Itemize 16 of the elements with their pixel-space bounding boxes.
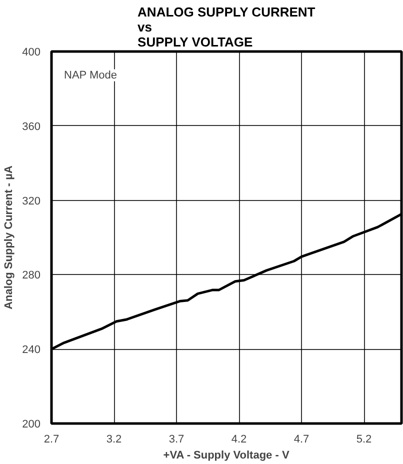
y-tick-label: 360 xyxy=(22,120,41,133)
x-axis-title: +VA - Supply Voltage - V xyxy=(163,450,290,462)
y-tick-label: 240 xyxy=(22,344,41,356)
annotation: NAP Mode xyxy=(64,69,117,82)
chart-title: ANALOG SUPPLY CURRENT vs SUPPLY VOLTAGE xyxy=(138,4,316,50)
y-tick-label: 320 xyxy=(22,195,41,208)
x-tick-label: 4.2 xyxy=(231,434,247,446)
x-tick-label: 4.7 xyxy=(294,434,310,446)
y-tick-label: 400 xyxy=(22,46,41,58)
y-tick-label: 280 xyxy=(22,270,41,282)
x-tick-label: 2.7 xyxy=(44,434,60,446)
y-tick-label: 200 xyxy=(22,418,41,430)
x-tick-label: 3.2 xyxy=(106,434,122,446)
x-tick-label: 5.2 xyxy=(356,434,372,446)
y-axis-title: Analog Supply Current - µA xyxy=(3,166,16,310)
x-tick-label: 3.7 xyxy=(168,434,184,446)
